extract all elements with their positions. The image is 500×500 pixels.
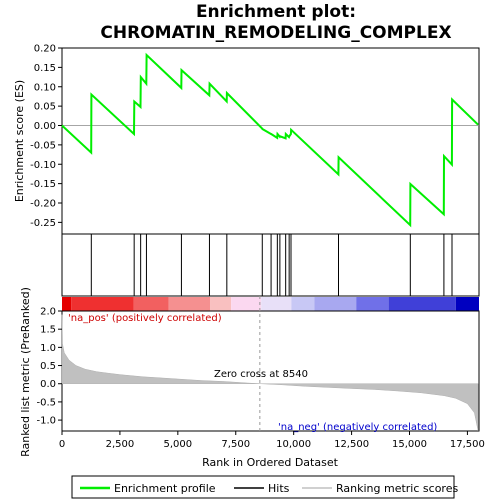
band-segment — [261, 297, 291, 311]
band-segment — [356, 297, 388, 311]
x-tick-label: 7,500 — [221, 439, 250, 450]
es-tick-label: 0.10 — [34, 82, 56, 93]
band-segment — [210, 297, 231, 311]
metric-tick-label: 1.0 — [40, 343, 56, 354]
x-tick-label: 5,000 — [164, 439, 193, 450]
x-tick-label: 0 — [59, 439, 65, 450]
zero-cross-label: Zero cross at 8540 — [214, 369, 308, 380]
chart-title-line2: CHROMATIN_REMODELING_COMPLEX — [100, 23, 451, 43]
x-tick-label: 10,000 — [276, 439, 311, 450]
x-tick-label: 2,500 — [106, 439, 135, 450]
band-segment — [62, 297, 71, 311]
metric-tick-label: 0.0 — [40, 379, 56, 390]
neg-label: 'na_neg' (negatively correlated) — [278, 422, 437, 433]
es-tick-label: -0.10 — [30, 160, 56, 171]
metric-axis-label: Ranked list metric (PreRanked) — [19, 287, 32, 457]
chart-title-line1: Enrichment plot: — [196, 2, 356, 22]
band-segment — [134, 297, 169, 311]
band-segment — [389, 297, 456, 311]
metric-tick-label: -1.0 — [36, 416, 56, 427]
es-axis-label: Enrichment score (ES) — [13, 80, 26, 202]
x-tick-label: 17,500 — [450, 439, 485, 450]
es-tick-label: 0.05 — [34, 102, 56, 113]
metric-tick-label: -0.5 — [36, 397, 56, 408]
es-tick-label: 0.15 — [34, 63, 56, 74]
band-segment — [315, 297, 357, 311]
hits-panel — [62, 234, 479, 296]
es-tick-label: -0.15 — [30, 179, 56, 190]
band-segment — [456, 297, 479, 311]
rank-color-band — [62, 297, 479, 311]
es-tick-label: 0.00 — [34, 121, 56, 132]
band-segment — [291, 297, 314, 311]
x-tick-label: 15,000 — [392, 439, 427, 450]
legend-enrichment-label: Enrichment profile — [114, 482, 216, 495]
x-tick-label: 12,500 — [334, 439, 369, 450]
es-tick-label: -0.05 — [30, 140, 56, 151]
es-tick-label: -0.25 — [30, 218, 56, 229]
x-axis-label: Rank in Ordered Dataset — [202, 456, 339, 469]
es-tick-label: -0.20 — [30, 199, 56, 210]
band-segment — [71, 297, 134, 311]
band-segment — [169, 297, 211, 311]
metric-tick-label: 0.5 — [40, 361, 56, 372]
legend-hits-label: Hits — [268, 482, 290, 495]
metric-tick-label: 2.0 — [40, 307, 56, 318]
es-tick-label: 0.20 — [34, 44, 56, 55]
legend-metric-label: Ranking metric scores — [336, 482, 458, 495]
metric-tick-label: 1.5 — [40, 325, 56, 336]
pos-label: 'na_pos' (positively correlated) — [68, 313, 222, 324]
band-segment — [231, 297, 261, 311]
es-panel — [62, 48, 479, 234]
